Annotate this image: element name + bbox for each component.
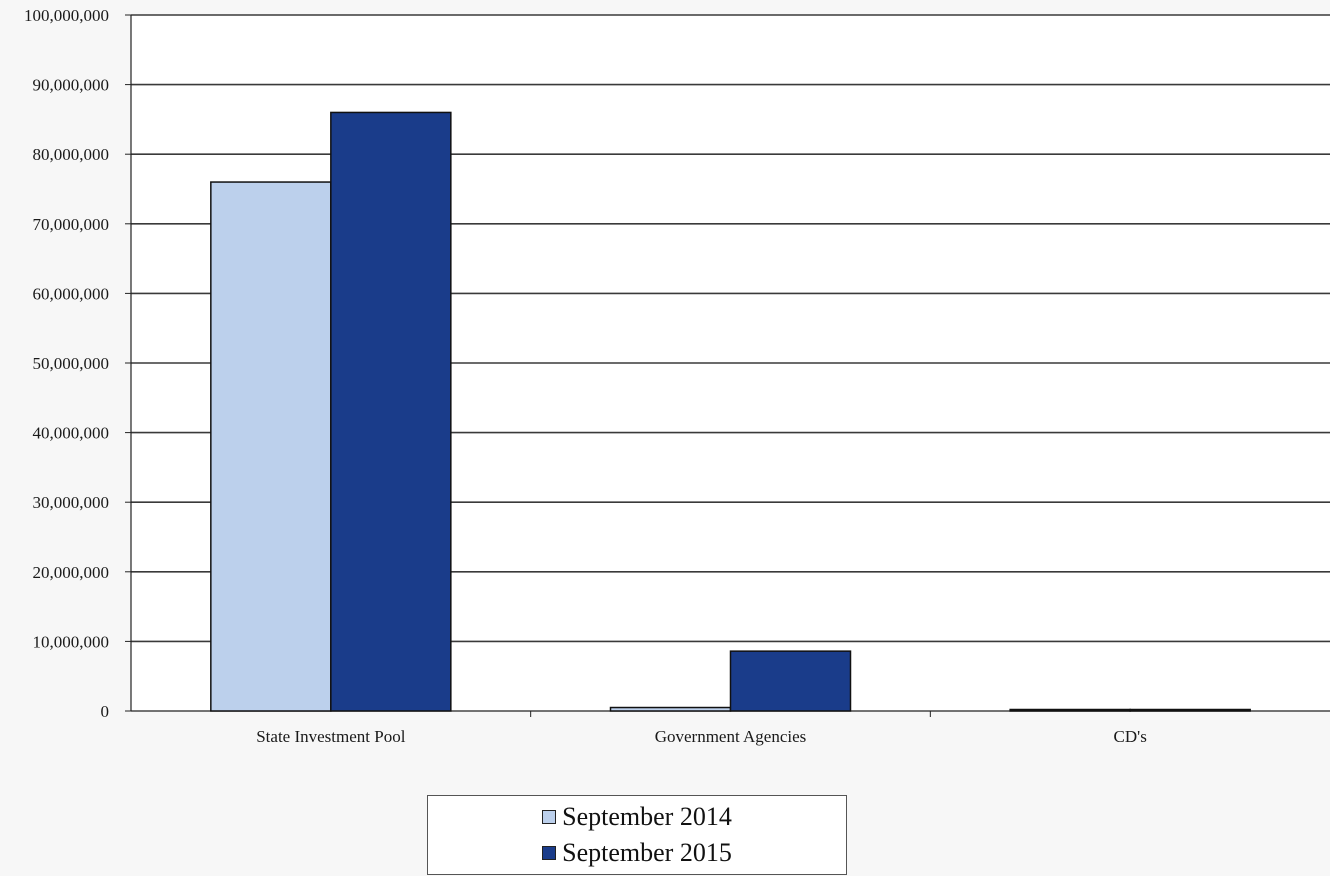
legend: September 2014 September 2015 (427, 795, 847, 875)
y-tick-label-10: 100,000,000 (24, 6, 109, 25)
legend-label-series-1: September 2015 (562, 838, 732, 867)
y-tick-label-0: 0 (101, 702, 110, 721)
legend-item-series-1: September 2015 (542, 835, 732, 871)
bar-1-2 (1129, 708, 1251, 712)
y-tick-label-1: 10,000,000 (33, 632, 110, 651)
y-tick-label-9: 90,000,000 (33, 76, 110, 95)
y-tick-label-3: 30,000,000 (33, 493, 110, 512)
y-tick-label-2: 20,000,000 (33, 563, 110, 582)
bar-0-1 (609, 706, 732, 712)
x-tick-label-2: CD's (1114, 727, 1147, 746)
y-tick-label-7: 70,000,000 (33, 215, 110, 234)
y-tick-label-4: 40,000,000 (33, 424, 110, 443)
legend-swatch-series-1 (542, 846, 557, 860)
x-tick-label-0: State Investment Pool (256, 727, 405, 746)
bar-1-0 (330, 111, 452, 712)
y-tick-label-5: 50,000,000 (33, 354, 110, 373)
legend-item-series-0: September 2014 (542, 799, 732, 835)
bar-1-1 (729, 650, 852, 712)
legend-swatch-series-0 (542, 810, 557, 824)
x-tick-label-1: Government Agencies (655, 727, 807, 746)
bar-0-2 (1009, 708, 1131, 712)
legend-label-series-0: September 2014 (562, 802, 732, 831)
y-tick-label-6: 60,000,000 (33, 284, 110, 303)
bar-0-0 (210, 181, 332, 712)
y-tick-label-8: 80,000,000 (33, 145, 110, 164)
